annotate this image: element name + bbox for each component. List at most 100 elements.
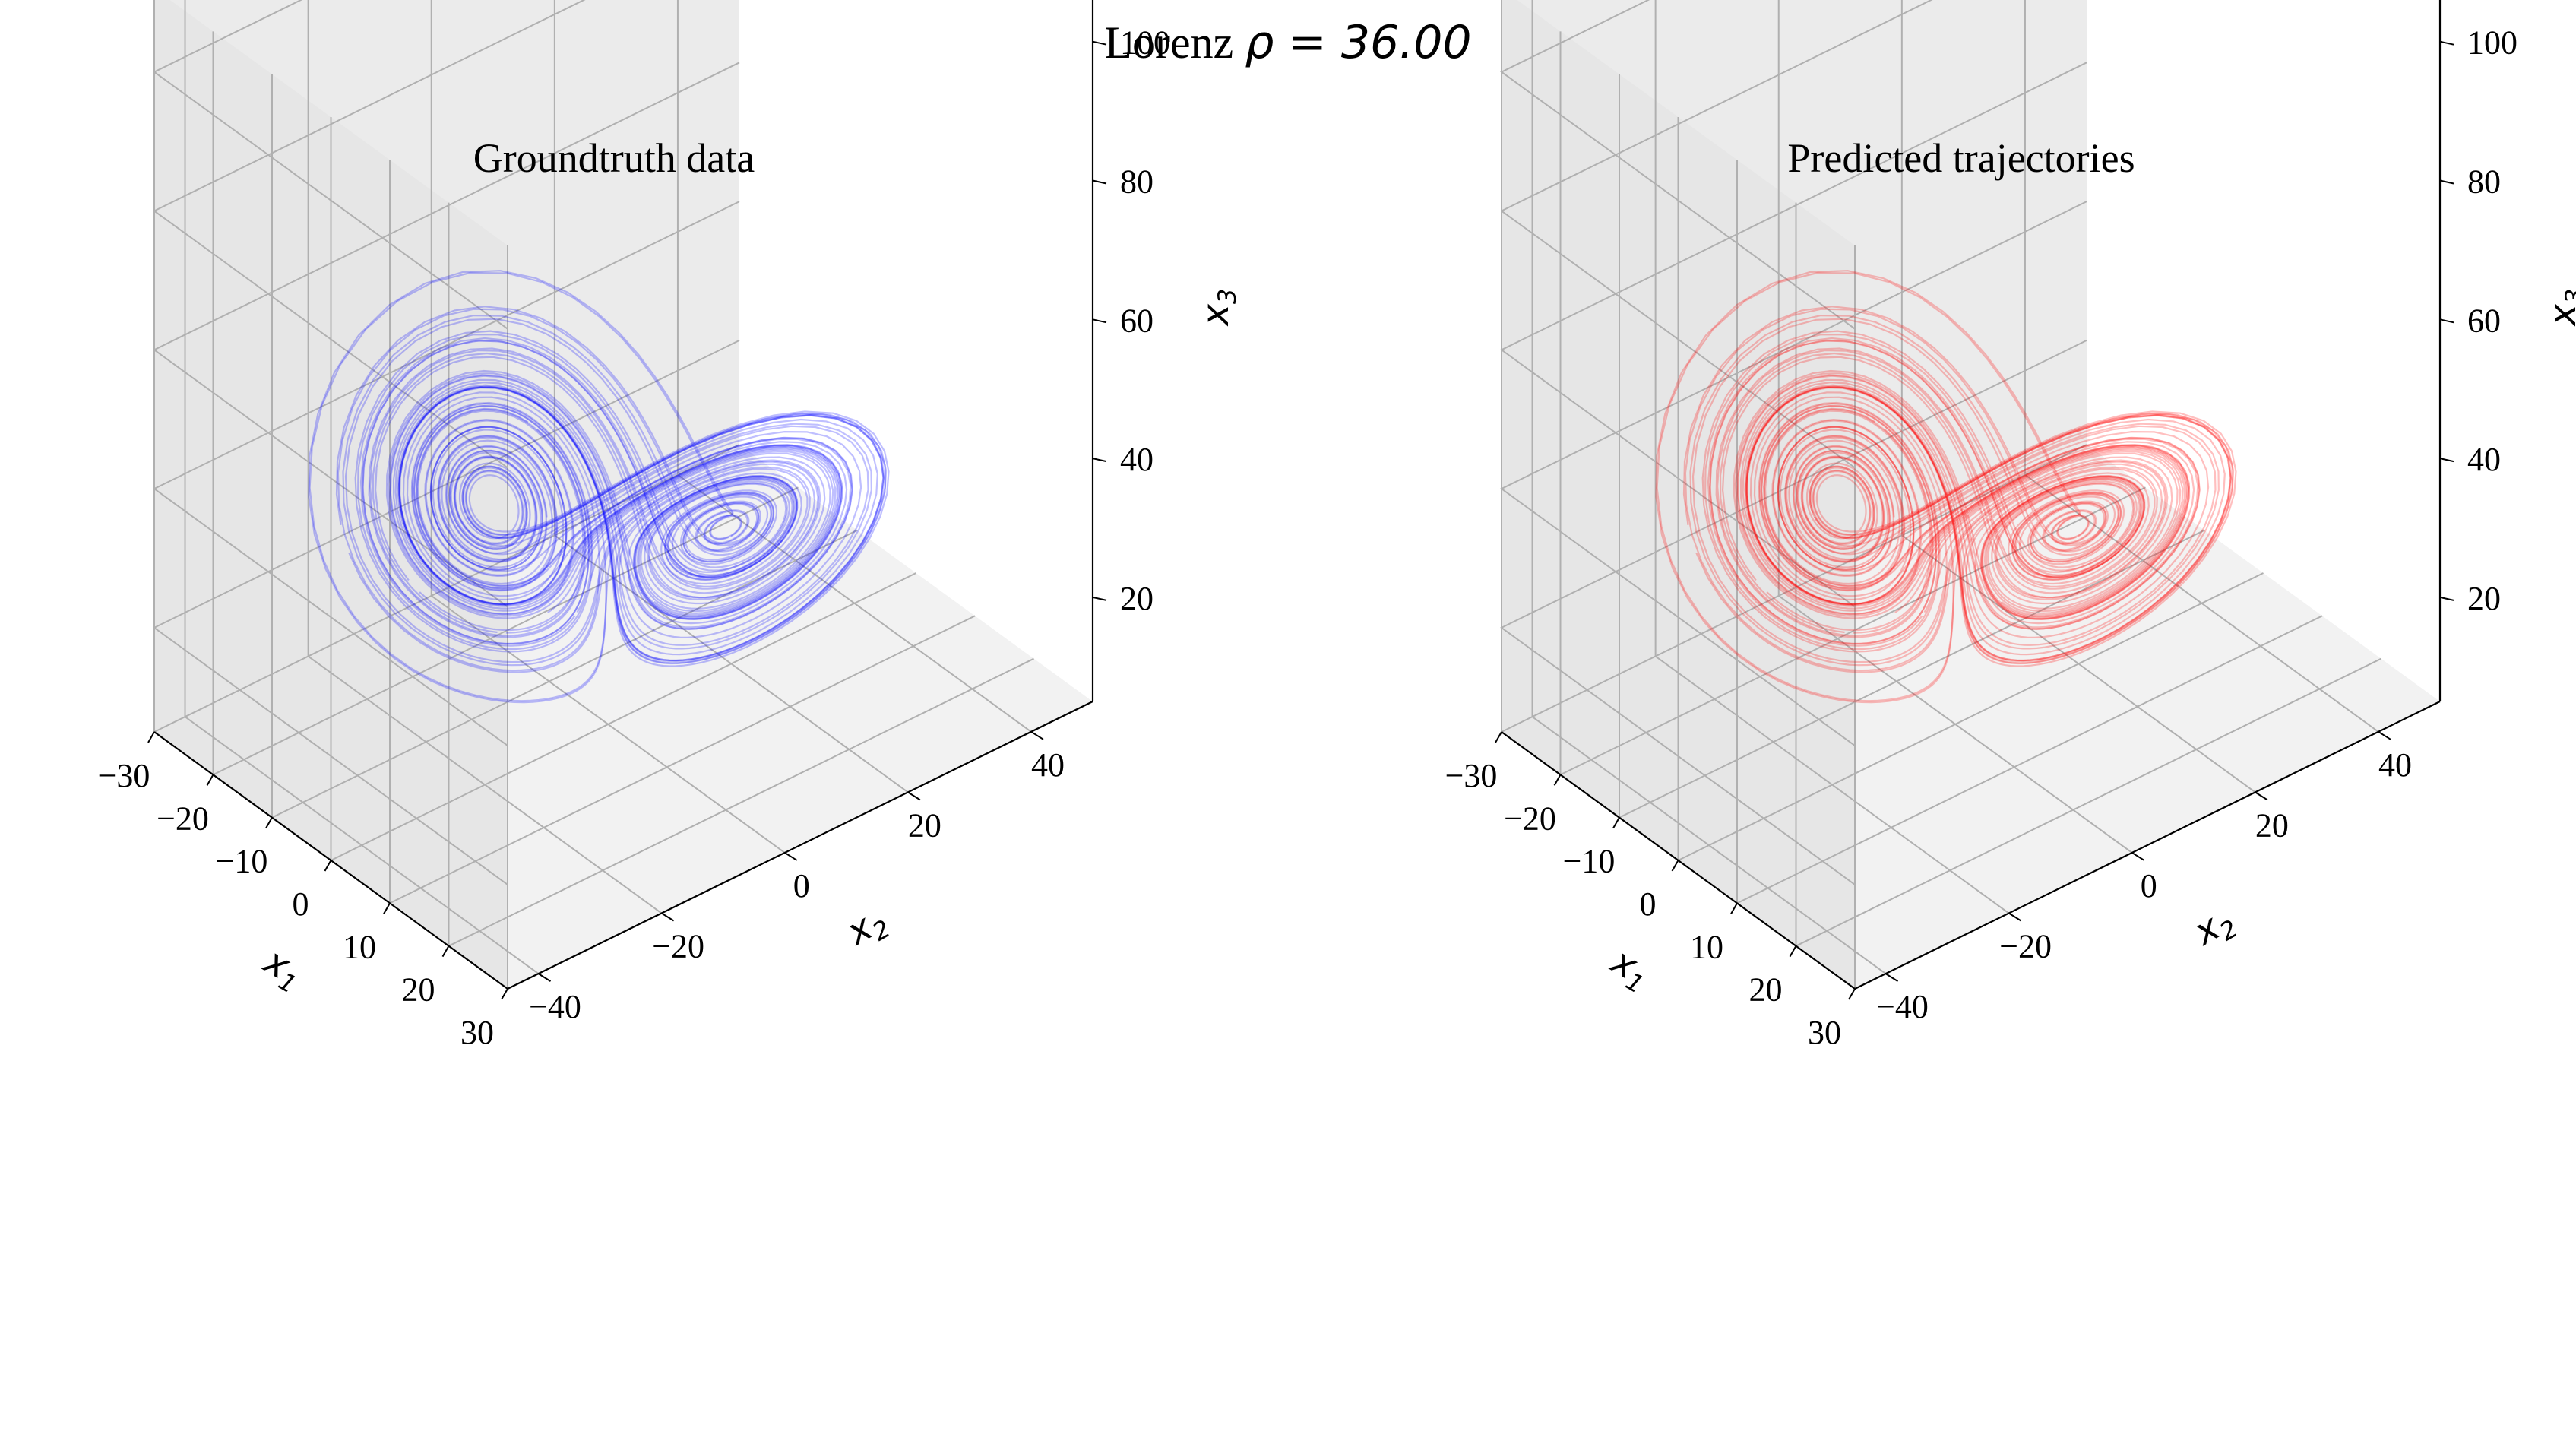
x-tick [1789, 945, 1797, 958]
x-tick-label: −20 [157, 800, 209, 837]
z-tick-label: 60 [2467, 302, 2501, 339]
grid-y [554, 534, 909, 793]
grid-y [431, 595, 786, 854]
x-tick-label: 20 [1749, 971, 1783, 1009]
panel-predicted: −30−20−100102030−40−200204020406080100x1… [1445, 0, 2576, 1051]
z-tick [2439, 40, 2454, 46]
z-tick-label: 100 [1120, 24, 1170, 62]
x-tick-label: −10 [216, 843, 268, 880]
grid-x [1560, 486, 2146, 776]
y-tick-label: 40 [2378, 746, 2412, 784]
grid-x [1678, 572, 2264, 861]
y-tick [1885, 973, 1899, 982]
y-tick-label: 0 [2141, 867, 2157, 904]
x-tick-label: 0 [293, 885, 309, 923]
trajectory-segment [335, 306, 885, 662]
grid-z [153, 340, 740, 885]
x-tick-label: 30 [1808, 1014, 1841, 1051]
trajectory-segment [1689, 314, 2182, 667]
y-tick-label: −20 [652, 928, 704, 965]
z-tick [1092, 318, 1107, 324]
trajectory-segment [309, 271, 831, 702]
grid-z [1500, 0, 1856, 330]
grid-z [153, 0, 586, 469]
grid-z [1500, 201, 2087, 746]
trajectory-segment [348, 330, 887, 673]
z-tick [2439, 318, 2454, 324]
trajectory-segment [362, 340, 872, 650]
z-tick-label: 40 [2467, 441, 2501, 478]
x-tick-label: 10 [343, 928, 376, 965]
trajectory-segment [1709, 340, 2220, 650]
z-axis-label: x3 [1195, 289, 1242, 328]
x-tick-label: 10 [1690, 928, 1723, 965]
trajectory-segment [369, 349, 885, 662]
grid-y [2024, 473, 2379, 733]
x-tick [147, 731, 155, 743]
z-tick-label: 80 [1120, 163, 1154, 200]
grid-y [308, 655, 663, 914]
y-tick-label: 0 [793, 867, 810, 904]
grid-x [389, 615, 976, 904]
z-tick-label: 40 [1120, 441, 1154, 478]
z-tick [2439, 596, 2454, 601]
x-tick [383, 902, 391, 914]
y-tick [537, 973, 552, 982]
grid-y [1531, 716, 1887, 974]
x-tick-label: 20 [402, 971, 435, 1009]
x-tick-label: −20 [1504, 800, 1556, 837]
grid-x [448, 657, 1034, 947]
x-tick [324, 860, 332, 872]
tick-marks [147, 40, 1107, 1000]
z-tick-label: 20 [2467, 580, 2501, 617]
y-tick-label: 20 [2255, 806, 2289, 844]
z-tick [2439, 179, 2454, 185]
x-tick [1612, 817, 1620, 829]
y-tick [2255, 791, 2268, 801]
y-tick-label: −40 [1876, 988, 1929, 1025]
trajectory-segment [356, 334, 878, 656]
z-axis-label-subscript: 3 [1213, 289, 1242, 304]
y-axis-line [1854, 701, 2441, 990]
y-tick [1030, 730, 1044, 740]
trajectory-segment [1742, 381, 2217, 646]
y-axis-label: x2 [838, 898, 895, 958]
x-tick-label: −30 [1445, 757, 1498, 794]
trajectory-segment [308, 270, 885, 704]
z-tick [2439, 458, 2454, 463]
z-tick-label: 80 [2467, 163, 2501, 200]
y-tick-label: 20 [908, 806, 941, 844]
figure-title: Lorenz ρ = 36.00 [1104, 16, 1471, 69]
trajectory-segment [1655, 270, 2233, 704]
grid-z [153, 0, 508, 330]
y-tick [2008, 912, 2022, 922]
grid-x [331, 572, 916, 861]
panel-groundtruth: −30−20−100102030−40−200204020406080100x1… [98, 0, 1242, 1051]
y-tick-label: 40 [1031, 746, 1065, 784]
grid-y [1778, 595, 2133, 854]
trajectory-segment [1709, 340, 2235, 665]
grid-lines [1500, 0, 2441, 990]
grid-x [1619, 529, 2205, 819]
grid-y [184, 716, 540, 974]
figure-title-prefix: Lorenz [1104, 17, 1245, 68]
z-tick-label: 100 [2467, 24, 2517, 62]
x-tick-label: −30 [98, 757, 150, 794]
trajectory-segment [1704, 334, 2226, 656]
y-tick [661, 912, 675, 922]
trajectory-segment [1684, 308, 2201, 672]
grid-x [1796, 657, 2381, 947]
x-tick-label: 0 [1640, 885, 1657, 923]
y-tick-label: −40 [529, 988, 581, 1025]
grid-x [1501, 444, 2087, 733]
z-tick [1092, 40, 1107, 46]
grid-y [1901, 534, 2256, 793]
tick-marks [1495, 40, 2454, 1000]
y-axis-line [507, 701, 1093, 990]
grid-x [1736, 615, 2323, 904]
x-tick [1848, 988, 1856, 1000]
z-axis-label: x3 [2542, 289, 2576, 328]
